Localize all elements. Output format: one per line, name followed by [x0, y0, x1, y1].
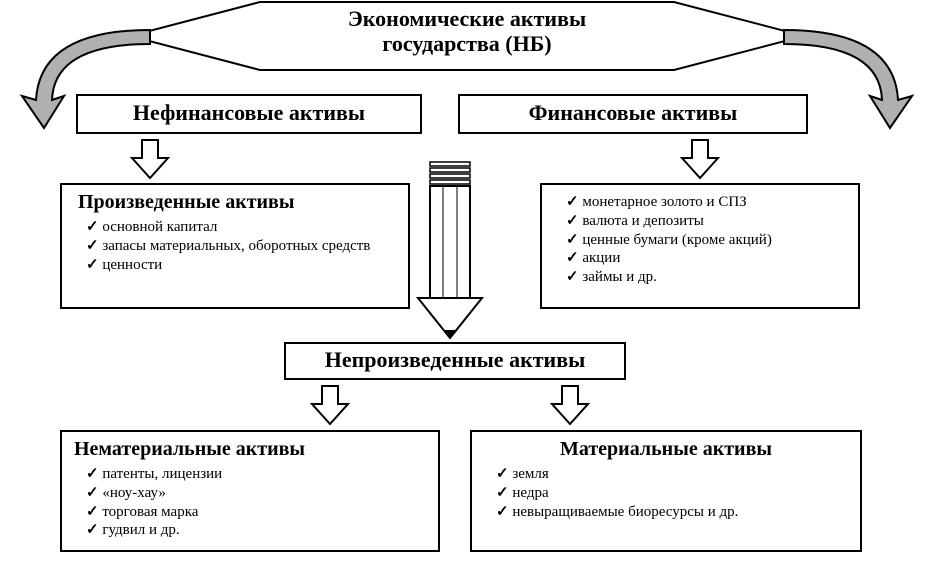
list-item: ценные бумаги (кроме акций) — [566, 231, 848, 250]
nonproduced-title: Непроизведенные активы — [325, 347, 586, 372]
list-item: запасы материальных, оборотных средств — [86, 237, 398, 256]
intangible-list: патенты, лицензии «ноу-хау» торговая мар… — [72, 465, 428, 540]
list-item: торговая марка — [86, 503, 428, 522]
arrow-financial-to-list — [682, 140, 718, 178]
list-item: акции — [566, 249, 848, 268]
list-item: невыращиваемые биоресурсы и др. — [496, 503, 850, 522]
arrow-to-nonproduced — [418, 162, 482, 338]
nonfinancial-title: Нефинансовые активы — [133, 100, 365, 125]
financial-title: Финансовые активы — [529, 100, 738, 125]
diagram-canvas: Экономические активы государства (НБ) Не… — [0, 0, 933, 569]
list-item: земля — [496, 465, 850, 484]
root-title-line2: государства (НБ) — [260, 31, 674, 56]
produced-list: основной капитал запасы материальных, об… — [72, 218, 398, 274]
list-item: патенты, лицензии — [86, 465, 428, 484]
financial-list-box: монетарное золото и СПЗ валюта и депозит… — [540, 183, 860, 309]
tangible-title: Материальные активы — [482, 438, 850, 461]
tangible-list: земля недра невыращиваемые биоресурсы и … — [482, 465, 850, 521]
arrow-nonproduced-to-tangible — [552, 386, 588, 424]
produced-title: Произведенные активы — [78, 191, 398, 214]
list-item: гудвил и др. — [86, 521, 428, 540]
list-item: монетарное золото и СПЗ — [566, 193, 848, 212]
list-item: ценности — [86, 256, 398, 275]
intangible-title: Нематериальные активы — [74, 438, 428, 461]
nonproduced-box: Непроизведенные активы — [284, 342, 626, 380]
list-item: «ноу-хау» — [86, 484, 428, 503]
root-title-box: Экономические активы государства (НБ) — [260, 6, 674, 57]
nonfinancial-box: Нефинансовые активы — [76, 94, 422, 134]
intangible-box: Нематериальные активы патенты, лицензии … — [60, 430, 440, 552]
arrow-nonfinancial-to-produced — [132, 140, 168, 178]
root-title-line1: Экономические активы — [260, 6, 674, 31]
list-item: займы и др. — [566, 268, 848, 287]
financial-list: монетарное золото и СПЗ валюта и депозит… — [552, 193, 848, 287]
arrow-nonproduced-to-intangible — [312, 386, 348, 424]
list-item: валюта и депозиты — [566, 212, 848, 231]
financial-box: Финансовые активы — [458, 94, 808, 134]
list-item: недра — [496, 484, 850, 503]
produced-box: Произведенные активы основной капитал за… — [60, 183, 410, 309]
list-item: основной капитал — [86, 218, 398, 237]
tangible-box: Материальные активы земля недра невыращи… — [470, 430, 862, 552]
